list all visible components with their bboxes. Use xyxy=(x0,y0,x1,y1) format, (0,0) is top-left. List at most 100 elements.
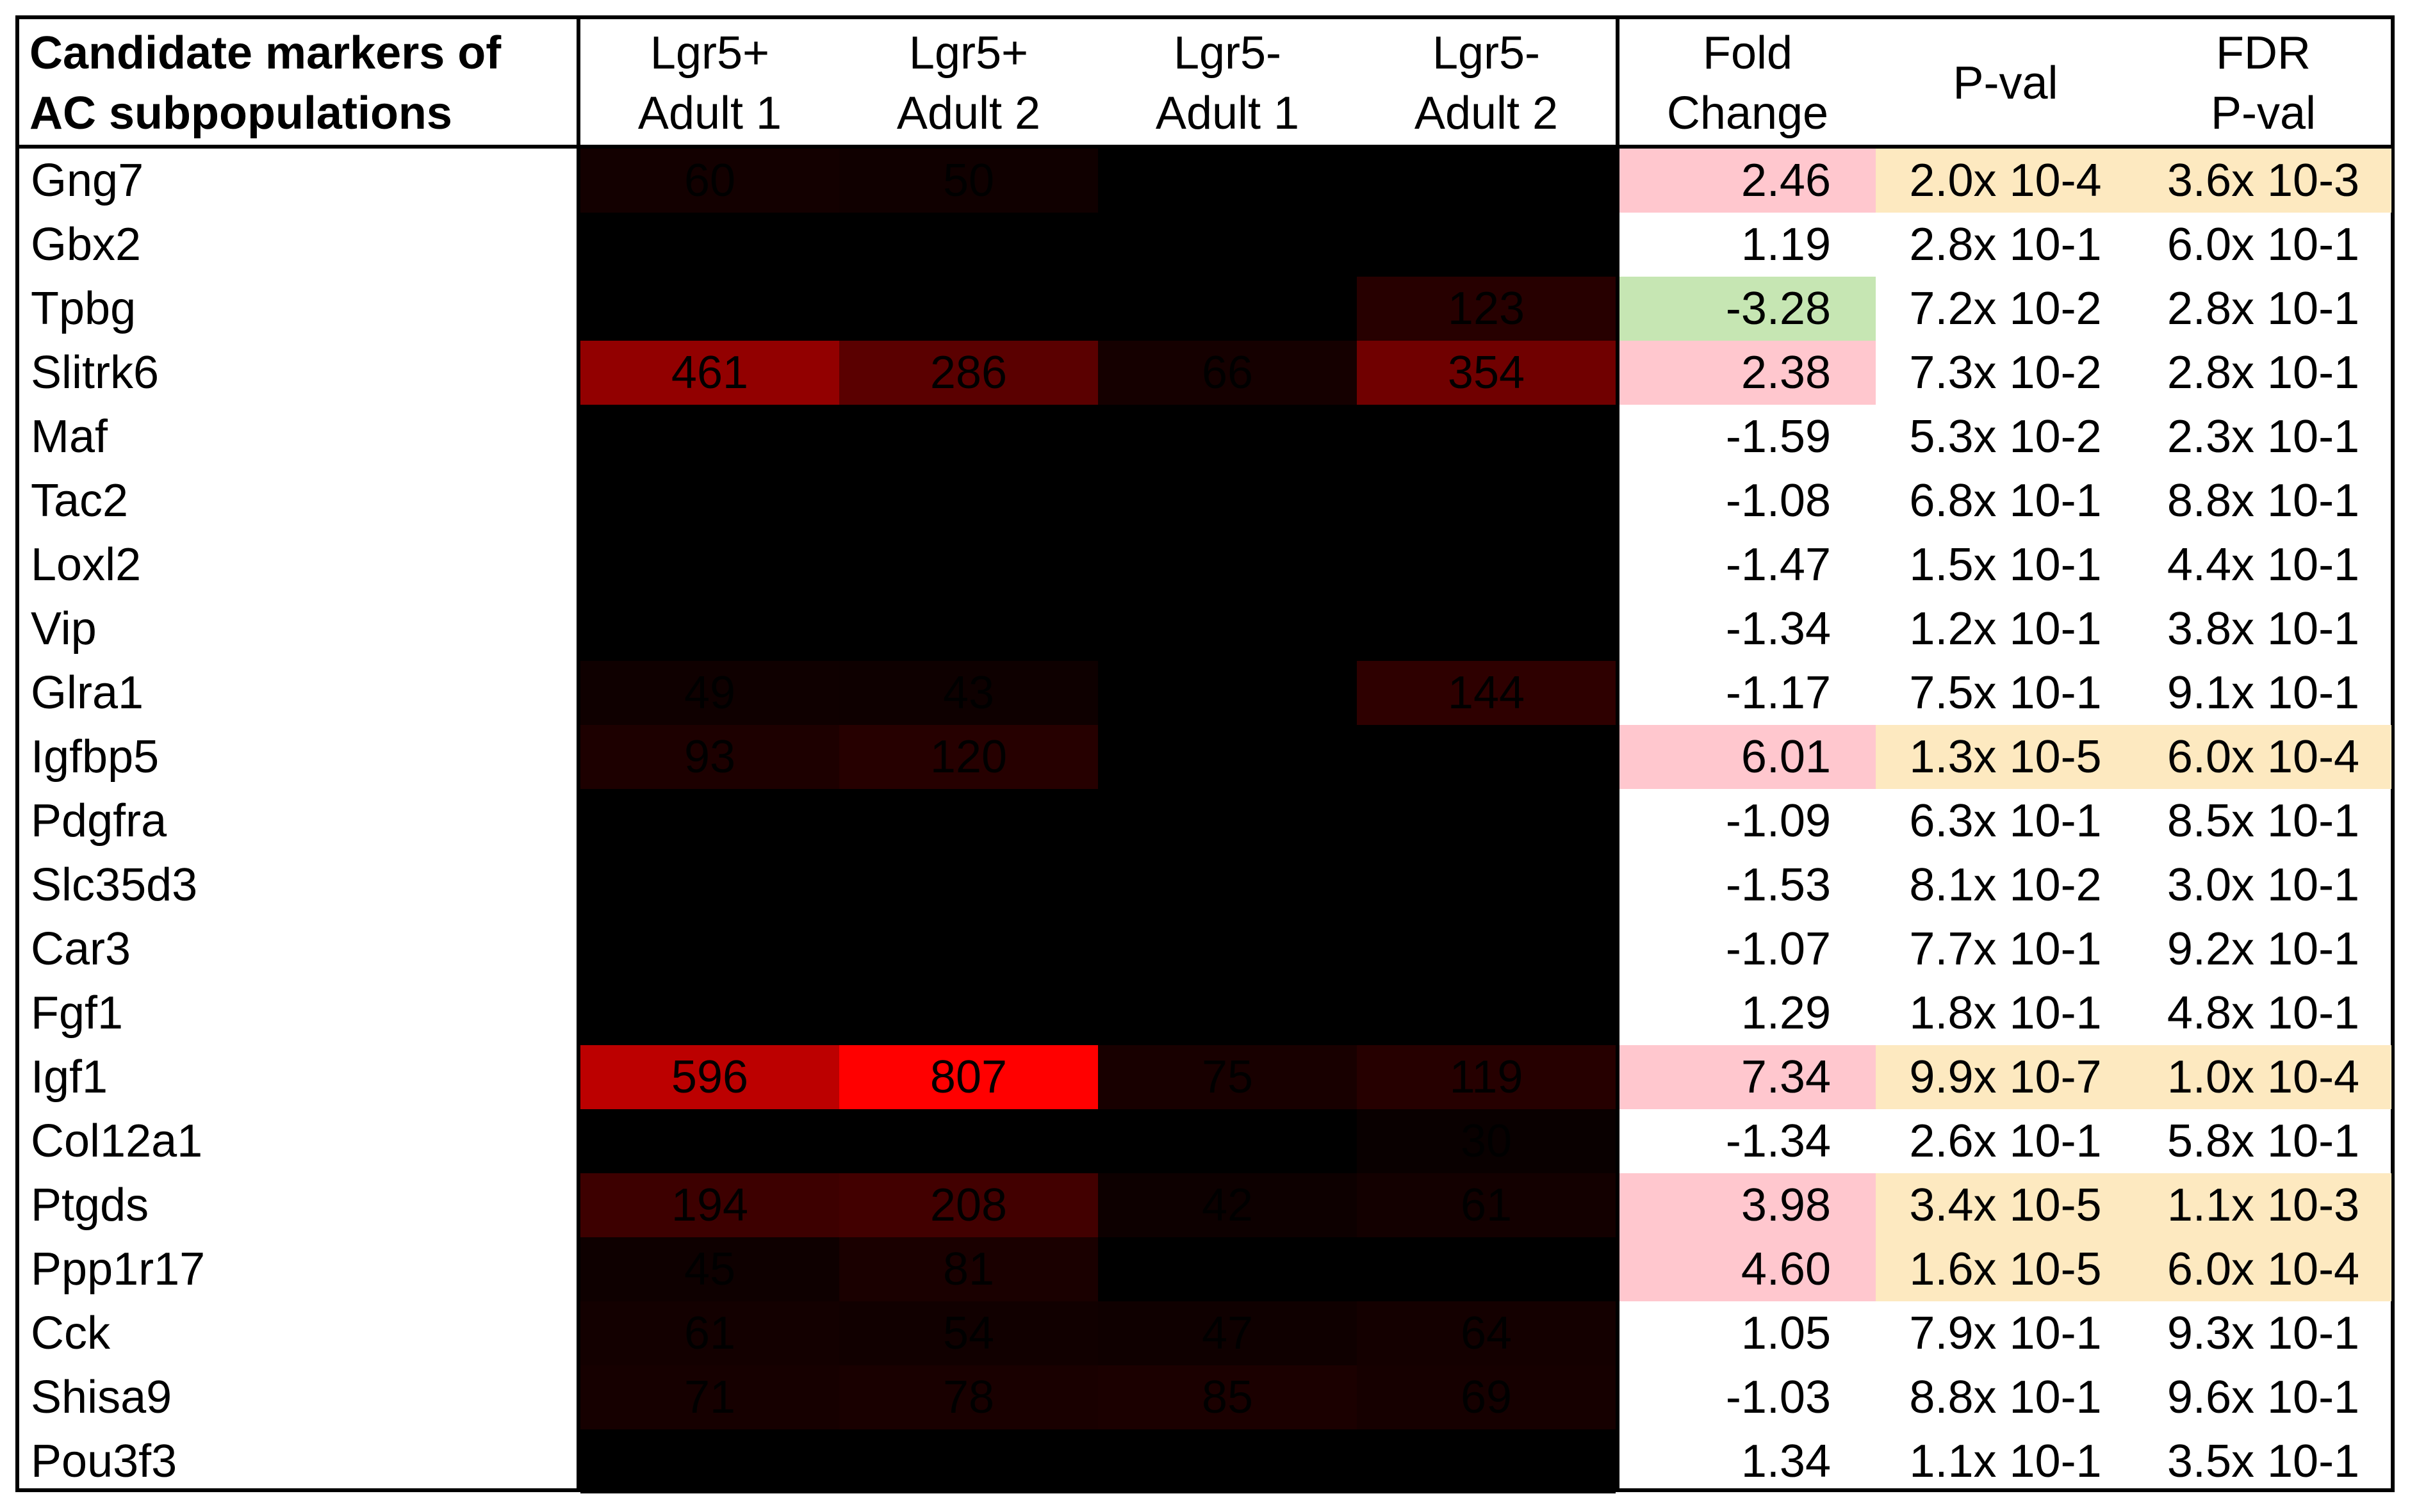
header-fdr-line2: P-val xyxy=(2210,88,2316,139)
heatmap-cell xyxy=(580,981,839,1045)
heatmap-cell xyxy=(839,789,1098,853)
heatmap-cell xyxy=(1357,917,1616,981)
fold-change-cell: -1.03 xyxy=(1725,1372,1831,1423)
pval-cell: 7.2x 10-2 xyxy=(1909,283,2102,334)
heatmap-cell: 194 xyxy=(580,1173,839,1237)
gene-label: Loxl2 xyxy=(31,539,142,590)
pval-cell: 7.5x 10-1 xyxy=(1909,667,2102,719)
heatmap-cell xyxy=(580,469,839,533)
heatmap-cell: 119 xyxy=(1357,1045,1616,1109)
fold-change-cell: 1.19 xyxy=(1741,219,1831,270)
pval-cell: 3.4x 10-5 xyxy=(1876,1173,2135,1237)
pval-cell: 6.3x 10-1 xyxy=(1909,795,2102,847)
fdr-pval-cell: 8.8x 10-1 xyxy=(2167,475,2360,526)
fold-change-cell: -1.17 xyxy=(1725,667,1831,719)
fdr-pval-cell: 8.5x 10-1 xyxy=(2167,795,2360,847)
gene-label: Col12a1 xyxy=(31,1116,203,1167)
fdr-pval-cell: 3.5x 10-1 xyxy=(2167,1436,2360,1487)
heatmap-cell: 93 xyxy=(580,725,839,789)
heatmap-cell: 61 xyxy=(580,1301,839,1365)
pval-cell: 1.6x 10-5 xyxy=(1876,1237,2135,1301)
gene-label: Tac2 xyxy=(31,475,129,526)
pval-cell: 2.8x 10-1 xyxy=(1909,219,2102,270)
fdr-pval-cell: 1.0x 10-4 xyxy=(2135,1045,2391,1109)
gene-label: Slitrk6 xyxy=(31,347,160,398)
gene-column-divider xyxy=(577,15,580,1492)
header-divider xyxy=(15,145,2395,149)
gene-label: Pdgfra xyxy=(31,795,167,847)
heatmap-cell xyxy=(580,917,839,981)
header-col3-line2: Adult 1 xyxy=(1155,88,1300,139)
fdr-pval-cell: 6.0x 10-4 xyxy=(2135,725,2391,789)
fold-change-cell: 2.38 xyxy=(1619,341,1876,405)
fold-change-cell: -3.28 xyxy=(1619,277,1876,341)
gene-label: Igf1 xyxy=(31,1052,108,1103)
header-pval: P-val xyxy=(1876,19,2135,147)
pval-cell: 7.9x 10-1 xyxy=(1909,1308,2102,1359)
heatmap-cell: 85 xyxy=(1098,1365,1357,1429)
pval-cell: 7.7x 10-1 xyxy=(1909,923,2102,975)
fold-change-cell: -1.09 xyxy=(1725,795,1831,847)
gene-label: Pou3f3 xyxy=(31,1436,177,1487)
fdr-pval-cell: 2.3x 10-1 xyxy=(2167,411,2360,462)
header-pval-label: P-val xyxy=(1953,58,2058,109)
heatmap-cell xyxy=(839,405,1098,469)
pval-cell: 2.6x 10-1 xyxy=(1909,1116,2102,1167)
gene-label: Igfbp5 xyxy=(31,731,160,783)
heatmap-cell: 61 xyxy=(1357,1173,1616,1237)
fdr-pval-cell: 5.8x 10-1 xyxy=(2167,1116,2360,1167)
gene-label: Fgf1 xyxy=(31,988,124,1039)
fdr-pval-cell: 9.1x 10-1 xyxy=(2167,667,2360,719)
header-lgr5neg-adult2: Lgr5- Adult 2 xyxy=(1357,19,1616,147)
heatmap-cell xyxy=(580,853,839,917)
heatmap-cell xyxy=(1098,1429,1357,1493)
fold-change-cell: -1.59 xyxy=(1725,411,1831,462)
heatmap-cell xyxy=(1357,981,1616,1045)
header-col2-line2: Adult 2 xyxy=(896,88,1041,139)
heatmap-cell xyxy=(1357,469,1616,533)
heatmap-cell xyxy=(580,405,839,469)
heatmap-cell xyxy=(1357,149,1616,213)
header-fdr-pval: FDR P-val xyxy=(2135,19,2391,147)
heatmap-cell xyxy=(839,597,1098,661)
fdr-pval-cell: 4.8x 10-1 xyxy=(2167,988,2360,1039)
heatmap-cell: 120 xyxy=(839,725,1098,789)
header-col1-line1: Lgr5+ xyxy=(650,28,770,79)
heatmap-cell xyxy=(1357,405,1616,469)
fdr-pval-cell: 9.2x 10-1 xyxy=(2167,923,2360,975)
heatmap-cell: 354 xyxy=(1357,341,1616,405)
fdr-pval-cell: 9.6x 10-1 xyxy=(2167,1372,2360,1423)
heatmap-cell xyxy=(1098,213,1357,277)
heatmap-cell: 144 xyxy=(1357,661,1616,725)
heatmap-cell xyxy=(839,917,1098,981)
fold-change-cell: 1.29 xyxy=(1741,988,1831,1039)
heatmap-cell: 807 xyxy=(839,1045,1098,1109)
heatmap-cell: 461 xyxy=(580,341,839,405)
gene-label: Glra1 xyxy=(31,667,144,719)
pval-cell: 1.3x 10-5 xyxy=(1876,725,2135,789)
fdr-pval-cell: 3.6x 10-3 xyxy=(2135,149,2391,213)
header-gene-column: Candidate markers of AC subpopulations xyxy=(29,19,574,147)
gene-label: Slc35d3 xyxy=(31,859,198,911)
gene-label: Cck xyxy=(31,1308,110,1359)
header-lgr5pos-adult1: Lgr5+ Adult 1 xyxy=(580,19,839,147)
fold-change-cell: -1.47 xyxy=(1725,539,1831,590)
heatmap-cell xyxy=(1357,725,1616,789)
heatmap-cell xyxy=(1098,277,1357,341)
heatmap-cell xyxy=(839,469,1098,533)
pval-cell: 1.5x 10-1 xyxy=(1909,539,2102,590)
fold-change-cell: 6.01 xyxy=(1619,725,1876,789)
heatmap-cell xyxy=(580,277,839,341)
gene-label: Shisa9 xyxy=(31,1372,172,1423)
fdr-pval-cell: 3.8x 10-1 xyxy=(2167,603,2360,654)
header-fold-change: Fold Change xyxy=(1619,19,1876,147)
header-fc-line1: Fold xyxy=(1702,28,1793,79)
heatmap-cell xyxy=(1098,661,1357,725)
heatmap-cell xyxy=(1098,597,1357,661)
heatmap-cell xyxy=(1357,213,1616,277)
heatmap-cell xyxy=(580,1429,839,1493)
heatmap-cell xyxy=(580,597,839,661)
fold-change-cell: 3.98 xyxy=(1619,1173,1876,1237)
heatmap-cell xyxy=(1098,533,1357,597)
pval-cell: 2.0x 10-4 xyxy=(1876,149,2135,213)
